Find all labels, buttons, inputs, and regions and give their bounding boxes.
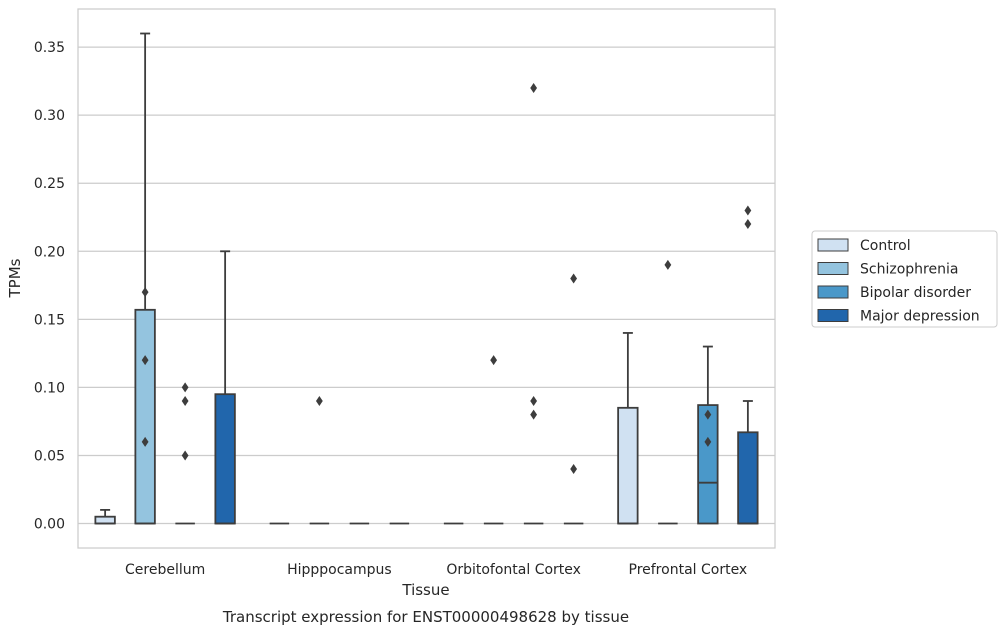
outlier-point xyxy=(530,396,538,406)
outlier-point xyxy=(664,259,672,270)
x-tick-label: Orbitofontal Cortex xyxy=(446,562,581,578)
y-axis-ticks: 0.00 0.05 0.10 0.15 0.20 0.25 0.30 0.35 xyxy=(34,40,65,532)
outlier-point xyxy=(315,396,323,406)
y-tick-label: 0.05 xyxy=(34,448,65,464)
x-tick-label: Cerebellum xyxy=(125,562,205,578)
outlier-point xyxy=(744,205,752,216)
outlier-point xyxy=(744,219,752,230)
outlier-point xyxy=(704,409,712,420)
legend-swatch xyxy=(817,262,849,275)
y-tick-label: 0.35 xyxy=(34,40,65,56)
box-schizophrenia xyxy=(658,259,678,525)
outlier-point xyxy=(181,396,189,406)
box-control xyxy=(94,508,116,525)
box-major-depression xyxy=(563,273,584,525)
legend-swatch xyxy=(817,238,849,252)
box-schizophrenia xyxy=(483,355,504,525)
legend-label: Major depression xyxy=(860,309,980,325)
outlier-point xyxy=(141,436,149,447)
x-axis-title: Tissue xyxy=(401,581,449,599)
y-tick-label: 0.15 xyxy=(34,312,65,328)
x-tick-label: Hipppocampus xyxy=(287,562,392,578)
box-iqr xyxy=(737,431,759,525)
chart-caption: Transcript expression for ENST0000049862… xyxy=(222,608,629,626)
plot-frame xyxy=(77,8,776,549)
legend-label: Schizophrenia xyxy=(860,262,958,278)
outlier-point xyxy=(181,382,189,393)
outlier-point xyxy=(570,464,578,475)
y-tick-label: 0.30 xyxy=(34,108,65,124)
box-bipolar-disorder xyxy=(175,382,195,525)
y-tick-label: 0.25 xyxy=(34,176,65,192)
y-tick-label: 0.10 xyxy=(34,380,65,396)
box-iqr xyxy=(214,393,236,525)
outlier-point xyxy=(490,355,498,366)
outlier-point xyxy=(704,436,712,447)
outlier-point xyxy=(181,450,189,461)
y-tick-label: 0.00 xyxy=(34,517,65,533)
y-axis-title: TPMs xyxy=(6,258,24,298)
legend-frame xyxy=(811,230,998,328)
box-major-depression xyxy=(214,250,236,525)
box-iqr xyxy=(617,406,639,525)
box-schizophrenia xyxy=(309,396,330,525)
box-schizophrenia xyxy=(134,32,156,525)
outlier-point xyxy=(570,273,578,284)
y-tick-label: 0.20 xyxy=(34,244,65,260)
outlier-point xyxy=(530,409,538,420)
box-major-depression xyxy=(737,205,759,525)
legend-label: Bipolar disorder xyxy=(860,285,971,301)
legend-swatch xyxy=(817,285,849,299)
box-iqr xyxy=(134,308,156,525)
box-iqr xyxy=(697,404,719,525)
outlier-point xyxy=(141,287,149,298)
box-iqr xyxy=(94,515,116,525)
x-tick-label: Prefrontal Cortex xyxy=(629,562,748,578)
box-bipolar-disorder xyxy=(523,82,544,525)
box-control xyxy=(617,332,639,525)
box-bipolar-disorder xyxy=(697,345,719,525)
outlier-point xyxy=(141,355,149,366)
gridlines xyxy=(78,46,775,525)
x-axis-ticks: Cerebellum Hipppocampus Orbitofontal Corte… xyxy=(125,562,747,578)
legend-swatch xyxy=(817,309,849,322)
box-plot-marks xyxy=(94,32,759,525)
outlier-point xyxy=(530,82,538,93)
legend: Control Schizophrenia Bipolar disorder Majo… xyxy=(811,230,998,328)
legend-label: Control xyxy=(860,238,911,254)
